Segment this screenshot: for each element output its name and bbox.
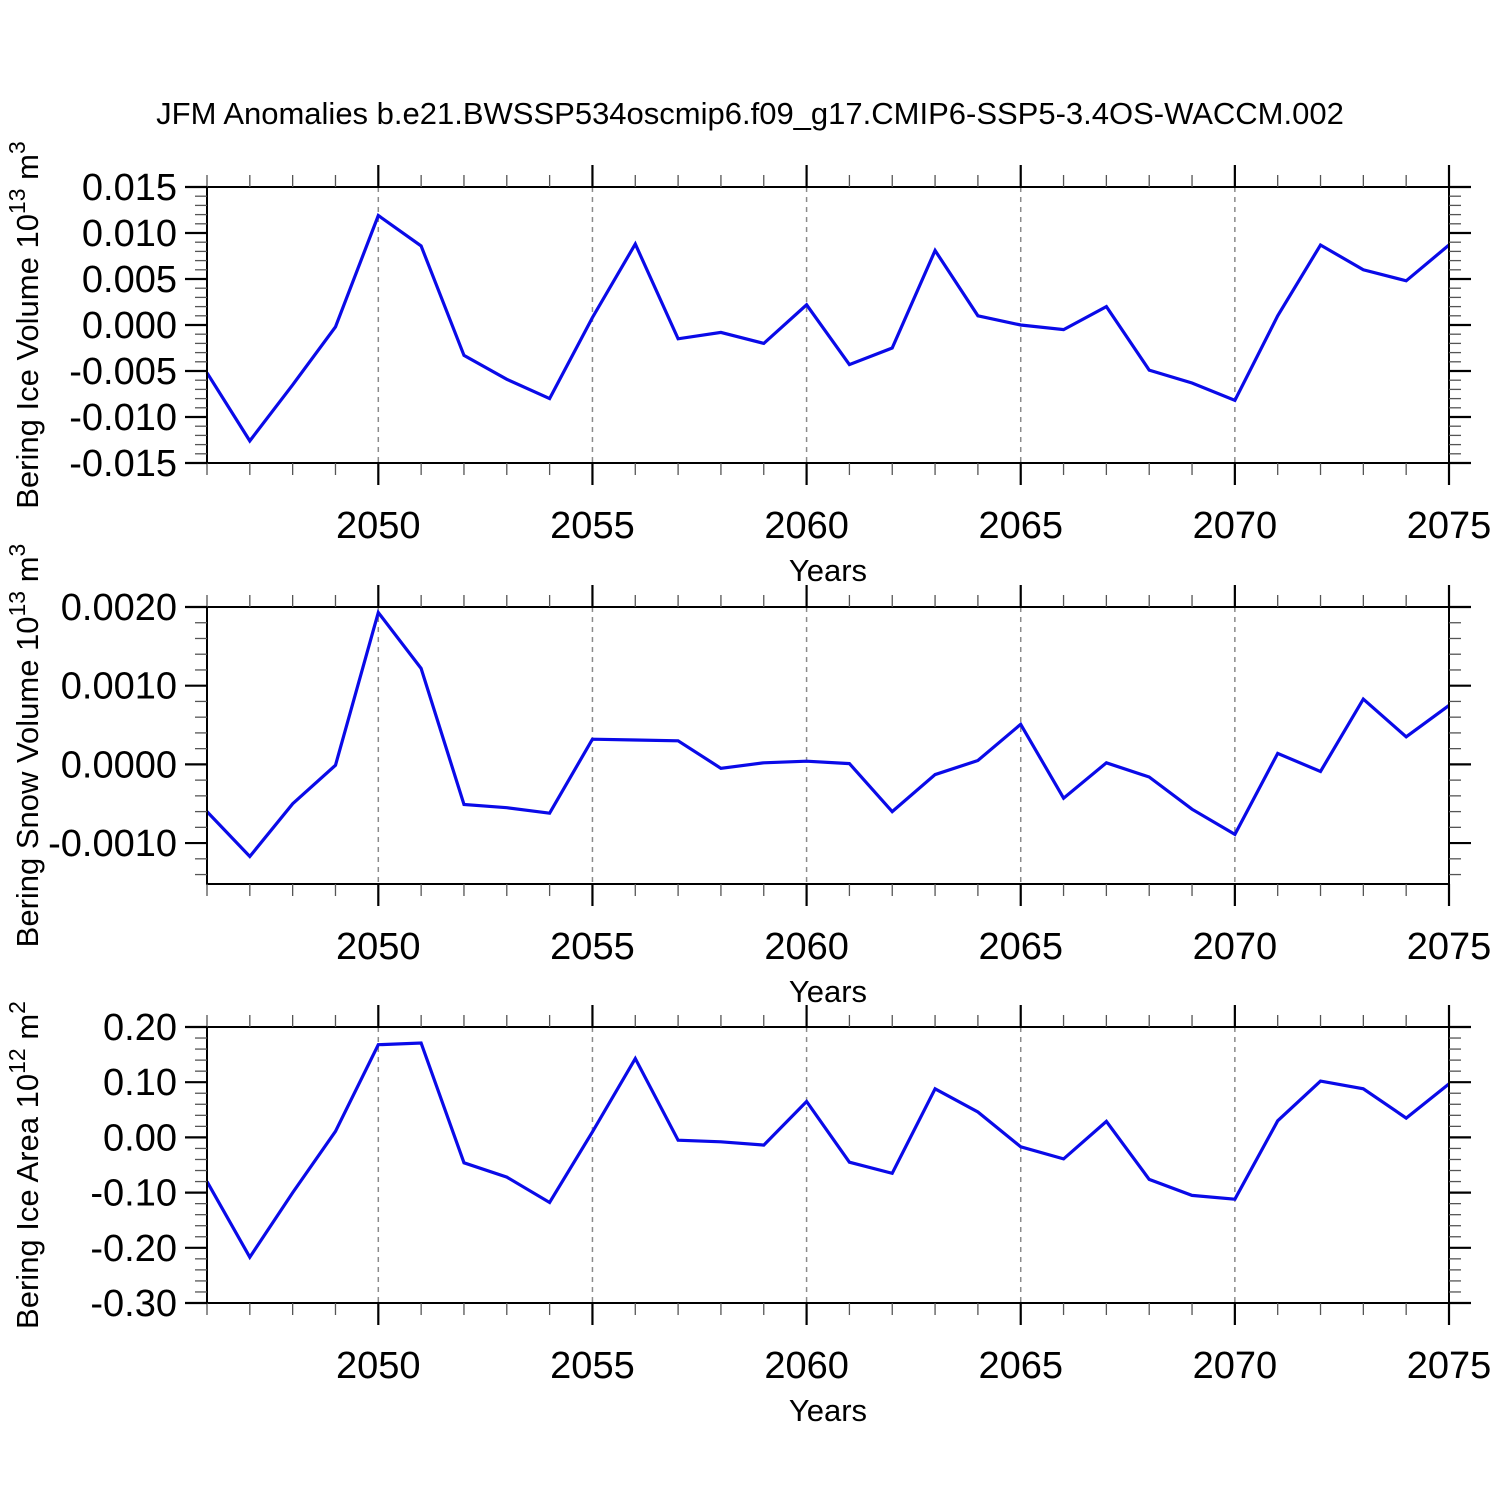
svg-text:2070: 2070	[1193, 1345, 1278, 1387]
y-tick-labels: 0.20 0.10 0.00 -0.10 -0.20 -0.30	[90, 1007, 177, 1325]
svg-text:Years: Years	[789, 553, 867, 588]
svg-text:2065: 2065	[978, 505, 1063, 547]
svg-text:0.000: 0.000	[82, 305, 177, 347]
gridlines	[377, 1027, 1236, 1303]
svg-text:2070: 2070	[1193, 926, 1278, 968]
svg-text:2050: 2050	[336, 505, 421, 547]
svg-text:2075: 2075	[1407, 926, 1492, 968]
gridlines	[377, 607, 1236, 884]
svg-text:2070: 2070	[1193, 505, 1278, 547]
svg-text:0.005: 0.005	[82, 259, 177, 301]
y-tick-labels: 0.0020 0.0010 0.0000 -0.0010	[48, 587, 177, 865]
y-axis-title: Bering Ice Volume 1013 m3	[4, 141, 45, 509]
svg-text:-0.015: -0.015	[69, 443, 177, 485]
svg-text:0.0020: 0.0020	[61, 587, 177, 629]
svg-text:0.10: 0.10	[103, 1062, 177, 1104]
svg-text:0.015: 0.015	[82, 167, 177, 209]
x-tick-labels: 2050 2055 2060 2065 2070 2075	[336, 926, 1491, 968]
svg-text:0.20: 0.20	[103, 1007, 177, 1049]
x-axis-ticks	[206, 165, 1451, 485]
y-axis-ticks	[185, 185, 1471, 465]
svg-text:2060: 2060	[764, 1345, 849, 1387]
plot-frame	[206, 1026, 1450, 1304]
svg-text:-0.10: -0.10	[90, 1173, 177, 1215]
svg-text:2055: 2055	[550, 1345, 635, 1387]
svg-text:-0.20: -0.20	[90, 1228, 177, 1270]
svg-text:2065: 2065	[978, 1345, 1063, 1387]
plot-title: JFM Anomalies b.e21.BWSSP534oscmip6.f09_…	[156, 96, 1344, 131]
svg-text:2060: 2060	[764, 926, 849, 968]
series-line	[205, 1041, 1450, 1261]
x-axis-title: Years	[789, 1393, 867, 1428]
svg-text:-0.30: -0.30	[90, 1283, 177, 1325]
svg-text:0.00: 0.00	[103, 1117, 177, 1159]
x-axis-ticks	[206, 585, 1451, 906]
svg-text:-0.010: -0.010	[69, 397, 177, 439]
x-axis-ticks	[206, 1005, 1451, 1325]
svg-text:Bering Ice Volume 1013 m3: Bering Ice Volume 1013 m3	[4, 141, 45, 509]
svg-text:2065: 2065	[978, 926, 1063, 968]
svg-text:Years: Years	[789, 974, 867, 1009]
svg-text:0.0010: 0.0010	[61, 666, 177, 708]
svg-text:-0.005: -0.005	[69, 351, 177, 393]
svg-text:2050: 2050	[336, 926, 421, 968]
gridlines	[377, 187, 1236, 463]
svg-text:2050: 2050	[336, 1345, 421, 1387]
y-axis-title: Bering Snow Volume 1013 m3	[4, 544, 45, 948]
svg-text:Bering Snow Volume 1013 m3: Bering Snow Volume 1013 m3	[4, 544, 45, 948]
svg-text:2060: 2060	[764, 505, 849, 547]
series-line	[205, 608, 1450, 859]
svg-text:2055: 2055	[550, 505, 635, 547]
svg-text:Bering Ice Area 1012 m2: Bering Ice Area 1012 m2	[4, 1001, 45, 1329]
series-line	[205, 213, 1451, 444]
x-axis-title: Years	[789, 553, 867, 588]
plot-frame	[206, 606, 1450, 885]
x-tick-labels: 2050 2055 2060 2065 2070 2075	[336, 1345, 1491, 1387]
svg-text:2055: 2055	[550, 926, 635, 968]
svg-text:Years: Years	[789, 1393, 867, 1428]
svg-text:-0.0010: -0.0010	[48, 823, 177, 865]
svg-text:0.010: 0.010	[82, 213, 177, 255]
svg-text:2075: 2075	[1407, 1345, 1492, 1387]
y-axis-ticks	[185, 605, 1471, 876]
y-axis-ticks	[185, 1025, 1471, 1305]
x-axis-title: Years	[789, 974, 867, 1009]
svg-text:2075: 2075	[1407, 505, 1492, 547]
x-tick-labels: 2050 2055 2060 2065 2070 2075	[336, 505, 1491, 547]
y-axis-title: Bering Ice Area 1012 m2	[4, 1001, 45, 1329]
svg-text:0.0000: 0.0000	[61, 744, 177, 786]
